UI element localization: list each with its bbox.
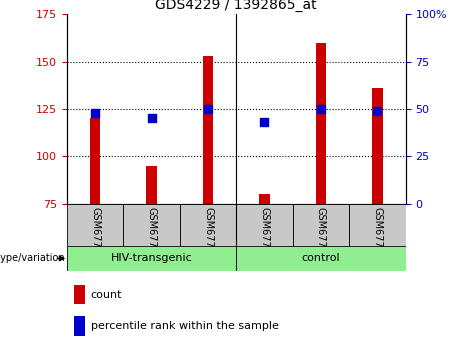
Bar xyxy=(260,194,270,204)
Point xyxy=(148,115,155,121)
Text: GSM677394: GSM677394 xyxy=(316,207,326,266)
Text: GSM677391: GSM677391 xyxy=(147,207,157,266)
Text: percentile rank within the sample: percentile rank within the sample xyxy=(90,321,278,331)
Point xyxy=(374,108,381,114)
Bar xyxy=(180,204,236,246)
Bar xyxy=(293,204,349,246)
Bar xyxy=(372,88,383,204)
Point xyxy=(91,110,99,115)
Bar xyxy=(74,285,85,304)
Bar xyxy=(316,42,326,204)
Bar xyxy=(90,118,100,204)
Text: genotype/variation: genotype/variation xyxy=(0,253,65,263)
Bar xyxy=(147,166,157,204)
Point xyxy=(261,119,268,125)
Point xyxy=(204,106,212,112)
Text: GSM677393: GSM677393 xyxy=(260,207,270,266)
Bar xyxy=(203,56,213,204)
Point xyxy=(317,106,325,112)
Bar xyxy=(74,316,85,336)
Bar xyxy=(123,204,180,246)
Text: GSM677390: GSM677390 xyxy=(90,207,100,266)
Text: GSM677395: GSM677395 xyxy=(372,207,383,266)
Text: count: count xyxy=(90,290,122,299)
Bar xyxy=(236,246,406,271)
Text: HIV-transgenic: HIV-transgenic xyxy=(111,253,192,263)
Text: control: control xyxy=(301,253,340,263)
Bar xyxy=(67,246,236,271)
Text: GSM677392: GSM677392 xyxy=(203,207,213,266)
Title: GDS4229 / 1392865_at: GDS4229 / 1392865_at xyxy=(155,0,317,12)
Bar xyxy=(67,204,123,246)
Bar xyxy=(236,204,293,246)
Bar xyxy=(349,204,406,246)
